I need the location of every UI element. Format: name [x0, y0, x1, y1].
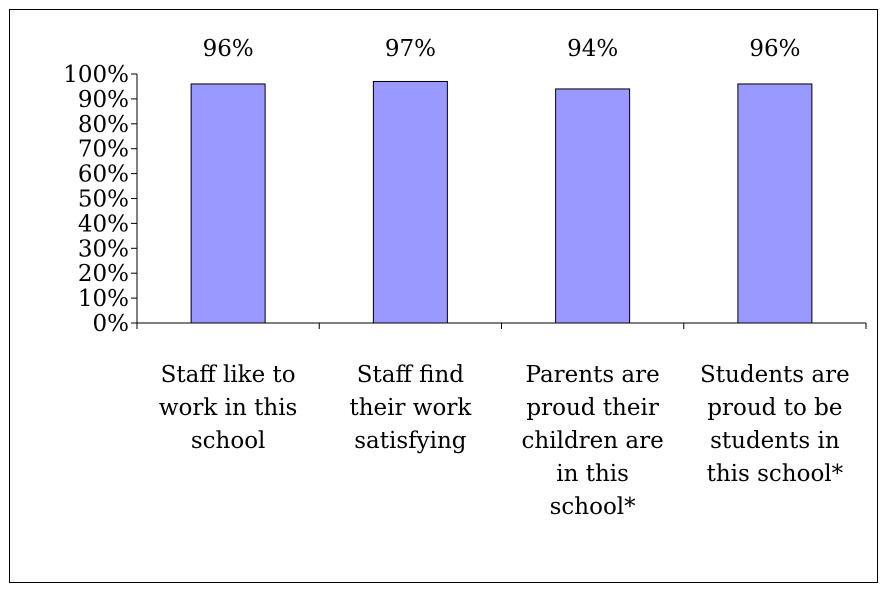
- x-category-label: Students are proud to be students in this s…: [700, 362, 850, 487]
- data-label: 94%: [567, 36, 618, 62]
- x-category-label: Parents are proud their children are in thi…: [522, 362, 664, 520]
- y-tick-label: 60%: [78, 162, 129, 188]
- x-category-label-line: Parents are: [526, 362, 660, 388]
- bar: [372, 80, 448, 324]
- x-category-label-line: work in this: [159, 395, 297, 421]
- x-category-label-line: children are: [522, 428, 664, 454]
- y-tick-label: 90%: [78, 87, 129, 113]
- y-tick-label: 30%: [78, 236, 129, 262]
- y-tick-label: 0%: [93, 311, 130, 337]
- y-tick-label: 70%: [78, 137, 129, 163]
- bar: [737, 83, 813, 324]
- y-tick-label: 20%: [78, 261, 129, 287]
- x-category-label-line: school*: [550, 494, 637, 520]
- data-label: 97%: [385, 36, 436, 62]
- x-category-label: Staff like to work in this school: [159, 362, 297, 454]
- x-category-label-line: in this: [556, 461, 629, 487]
- x-category-label-line: Staff like to: [161, 362, 296, 388]
- x-category-label-line: satisfying: [354, 428, 467, 454]
- data-label: 96%: [749, 36, 800, 62]
- x-category-label-line: students in: [710, 428, 840, 454]
- x-category-label-line: Students are: [700, 362, 850, 388]
- y-tick-label: 50%: [78, 187, 129, 213]
- bar: [555, 88, 631, 324]
- bar: [190, 83, 266, 324]
- x-category-label-line: school: [191, 428, 266, 454]
- y-tick-label: 100%: [63, 62, 129, 88]
- x-category-label-line: their work: [349, 395, 472, 421]
- x-category-label-line: proud to be: [707, 395, 842, 421]
- x-category-label-line: Staff find: [357, 362, 465, 388]
- x-category-label: Staff find their work satisfying: [349, 362, 472, 454]
- x-category-label-line: this school*: [707, 461, 844, 487]
- x-category-label-line: proud their: [526, 395, 658, 421]
- y-tick-label: 10%: [78, 286, 129, 312]
- data-label: 96%: [203, 36, 254, 62]
- y-tick-label: 40%: [78, 211, 129, 237]
- y-tick-label: 80%: [78, 112, 129, 138]
